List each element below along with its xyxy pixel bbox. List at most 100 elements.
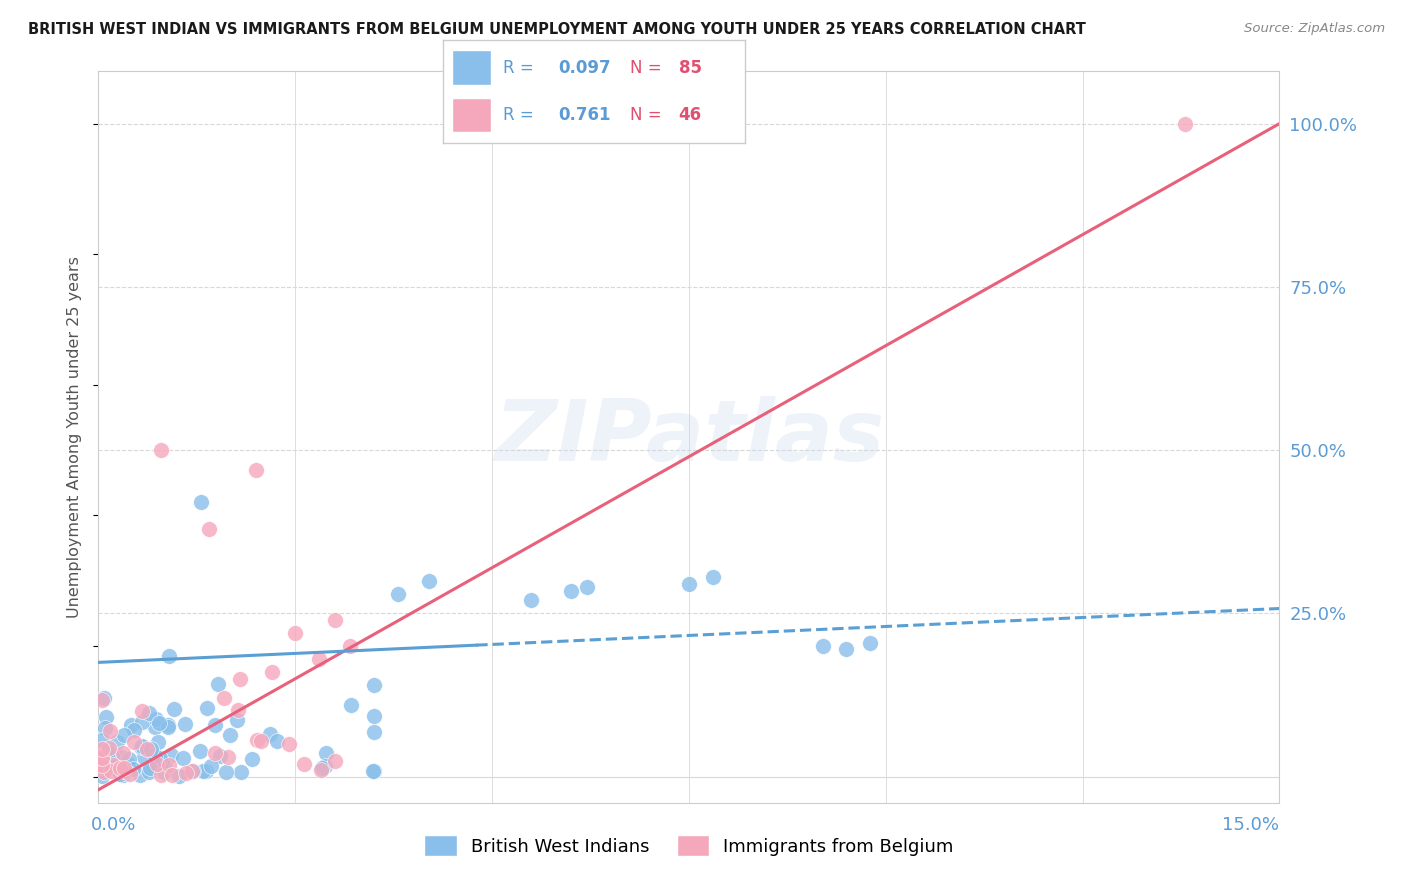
Point xyxy=(249,734,271,748)
Point xyxy=(122,723,145,737)
Point xyxy=(162,768,184,782)
Text: BRITISH WEST INDIAN VS IMMIGRANTS FROM BELGIUM UNEMPLOYMENT AMONG YOUTH UNDER 25: BRITISH WEST INDIAN VS IMMIGRANTS FROM B… xyxy=(28,22,1085,37)
Point xyxy=(93,765,115,780)
Point xyxy=(246,733,269,747)
Point xyxy=(217,750,239,764)
Point xyxy=(120,717,142,731)
FancyBboxPatch shape xyxy=(451,50,491,86)
Point xyxy=(225,714,247,728)
Point xyxy=(363,678,385,692)
Point xyxy=(245,463,267,477)
Point xyxy=(215,765,238,780)
Point xyxy=(284,626,307,640)
Point xyxy=(91,733,114,747)
Y-axis label: Unemployment Among Youth under 25 years: Unemployment Among Youth under 25 years xyxy=(67,256,83,618)
Point xyxy=(418,574,440,588)
Point xyxy=(100,764,122,778)
Point xyxy=(93,691,115,706)
Point xyxy=(197,521,219,535)
Point xyxy=(183,764,205,778)
Point xyxy=(91,751,114,765)
Point xyxy=(145,749,167,764)
Point xyxy=(112,768,135,782)
Point xyxy=(101,758,124,772)
Point xyxy=(131,739,153,753)
Point xyxy=(678,577,700,591)
Point xyxy=(146,757,169,772)
Point xyxy=(387,587,409,601)
Point xyxy=(204,717,226,731)
Point xyxy=(363,764,385,778)
Point xyxy=(575,580,598,594)
Point xyxy=(240,752,263,766)
Point xyxy=(363,725,385,739)
Text: 15.0%: 15.0% xyxy=(1222,816,1279,834)
Point xyxy=(150,756,173,770)
Point xyxy=(323,613,346,627)
Point xyxy=(266,734,288,748)
Point xyxy=(188,744,211,758)
Point xyxy=(112,746,135,760)
Point xyxy=(835,642,858,657)
Point xyxy=(204,746,226,760)
Point xyxy=(122,735,145,749)
Point xyxy=(195,701,218,715)
Point xyxy=(153,758,176,772)
Point xyxy=(91,768,114,782)
Text: N =: N = xyxy=(630,59,662,77)
Text: 0.097: 0.097 xyxy=(558,59,610,77)
Point xyxy=(132,750,155,764)
Point xyxy=(153,764,176,779)
Point xyxy=(174,717,197,731)
Point xyxy=(190,495,212,509)
Point xyxy=(560,583,582,598)
Point xyxy=(214,691,236,706)
Point xyxy=(260,665,283,680)
Point xyxy=(314,759,336,773)
Point xyxy=(194,764,217,778)
Point xyxy=(172,750,194,764)
Point xyxy=(340,698,363,713)
Point xyxy=(259,727,281,741)
Point xyxy=(118,752,141,766)
Point xyxy=(859,636,882,650)
Point xyxy=(120,766,142,780)
Point xyxy=(131,714,153,729)
Point xyxy=(135,742,157,756)
Text: 46: 46 xyxy=(679,106,702,124)
Point xyxy=(114,764,136,779)
Text: R =: R = xyxy=(503,59,534,77)
Point xyxy=(94,756,117,770)
Point xyxy=(139,741,162,756)
Legend: British West Indians, Immigrants from Belgium: British West Indians, Immigrants from Be… xyxy=(416,828,962,863)
Point xyxy=(231,765,253,780)
Point xyxy=(702,570,724,584)
Point xyxy=(91,756,114,770)
Point xyxy=(94,721,117,735)
Point xyxy=(108,767,131,781)
Point xyxy=(128,768,150,782)
Point xyxy=(311,761,333,775)
Point xyxy=(208,749,231,764)
Point xyxy=(150,443,173,458)
Point xyxy=(97,745,120,759)
Point xyxy=(811,639,834,653)
Point xyxy=(142,757,165,772)
Point xyxy=(363,708,385,723)
Point xyxy=(91,749,114,764)
Point xyxy=(191,764,214,779)
Point xyxy=(226,703,249,717)
Text: ZIPatlas: ZIPatlas xyxy=(494,395,884,479)
Point xyxy=(117,756,139,771)
Text: Source: ZipAtlas.com: Source: ZipAtlas.com xyxy=(1244,22,1385,36)
Point xyxy=(157,757,180,772)
Point xyxy=(218,728,240,742)
Point xyxy=(146,734,169,748)
Point xyxy=(176,765,198,780)
Point xyxy=(97,740,120,755)
Point xyxy=(160,747,183,762)
Point xyxy=(105,734,128,748)
Point xyxy=(108,761,131,775)
Text: 0.761: 0.761 xyxy=(558,106,610,124)
Point xyxy=(315,746,337,760)
